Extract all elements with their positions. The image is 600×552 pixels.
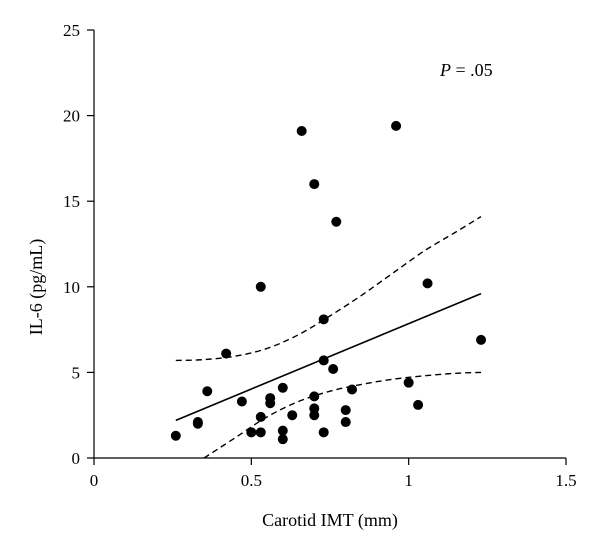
data-point — [403, 377, 414, 388]
y-tick-label: 15 — [63, 192, 80, 211]
data-point — [255, 281, 266, 292]
data-point — [287, 410, 298, 421]
data-point — [331, 216, 342, 227]
data-point — [347, 384, 358, 395]
regression-line — [175, 292, 482, 422]
x-tick-label: 0.5 — [241, 471, 262, 490]
data-point — [413, 399, 424, 410]
data-point — [255, 411, 266, 422]
data-point — [202, 386, 213, 397]
y-tick-label: 5 — [72, 363, 81, 382]
y-tick-label: 25 — [63, 21, 80, 40]
data-points — [170, 120, 487, 445]
p-value-annotation: P = .05 — [439, 60, 493, 80]
data-point — [221, 348, 232, 359]
data-point — [318, 427, 329, 438]
x-tick-label: 1.5 — [555, 471, 576, 490]
x-tick-label: 1 — [404, 471, 413, 490]
axis-ticks: 0 0.5 1 1.5 0 5 10 15 20 25 — [63, 21, 577, 490]
data-point — [340, 405, 351, 416]
data-point — [277, 434, 288, 445]
data-point — [265, 393, 276, 404]
y-tick-label: 20 — [63, 107, 80, 126]
ci-lower-curve — [203, 371, 482, 459]
p-value-text: = .05 — [451, 60, 493, 80]
data-point — [340, 417, 351, 428]
data-point — [277, 425, 288, 436]
data-point — [236, 396, 247, 407]
y-axis-title: IL-6 (pg/mL) — [26, 239, 47, 335]
p-symbol: P — [439, 60, 451, 80]
data-point — [318, 355, 329, 366]
data-point — [309, 179, 320, 190]
data-point — [277, 382, 288, 393]
data-point — [246, 427, 257, 438]
x-axis-title: Carotid IMT (mm) — [262, 510, 398, 531]
data-point — [391, 120, 402, 131]
axes — [93, 30, 566, 459]
data-point — [309, 403, 320, 414]
data-point — [328, 363, 339, 374]
data-point — [170, 430, 181, 441]
data-point — [422, 278, 433, 289]
data-point — [309, 391, 320, 402]
confidence-band — [175, 216, 482, 459]
data-point — [476, 334, 487, 345]
y-tick-label: 0 — [72, 449, 81, 468]
data-point — [309, 410, 320, 421]
data-point — [192, 417, 203, 428]
y-tick-label: 10 — [63, 278, 80, 297]
ci-upper-curve — [175, 216, 482, 362]
data-point — [255, 427, 266, 438]
x-tick-label: 0 — [90, 471, 99, 490]
data-point — [318, 314, 329, 325]
data-point — [296, 126, 307, 137]
